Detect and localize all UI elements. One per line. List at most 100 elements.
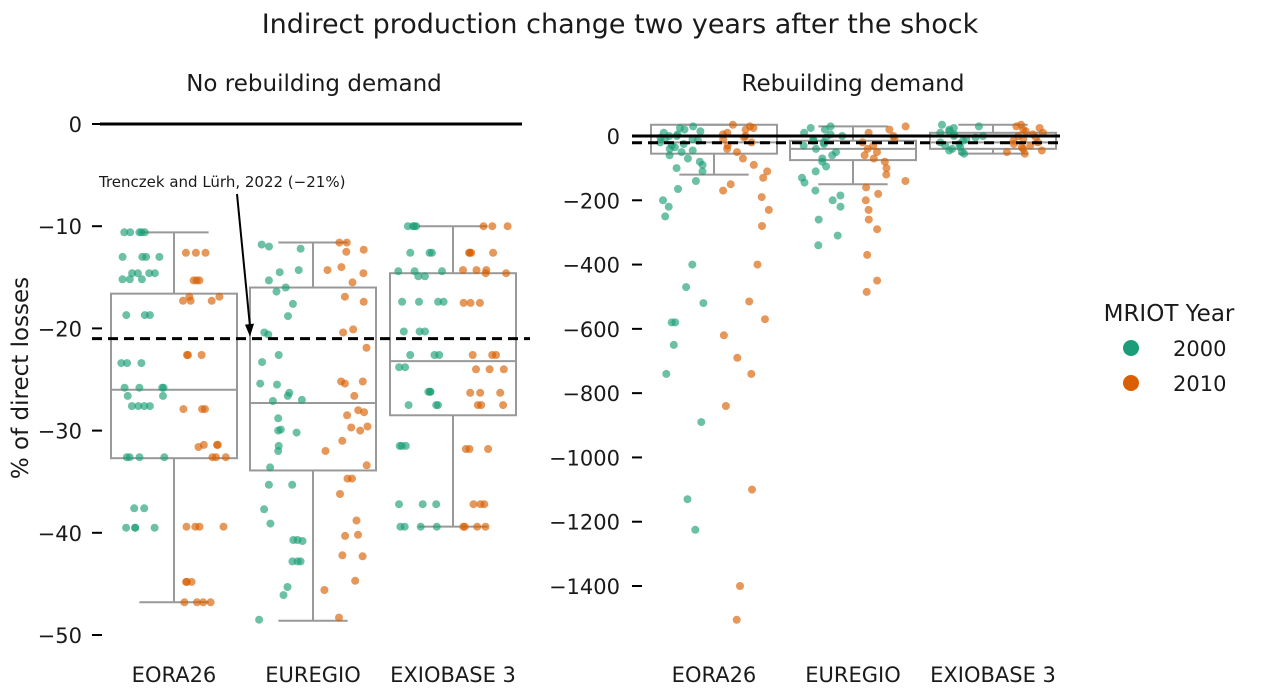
data-point-2000 <box>674 185 682 193</box>
data-point-2000 <box>125 275 134 284</box>
data-point-2000 <box>266 463 275 472</box>
panel-title-left: No rebuilding demand <box>186 71 442 97</box>
data-point-2010 <box>738 154 747 163</box>
data-point-2000 <box>828 196 837 205</box>
data-point-2000 <box>398 297 407 306</box>
annotation-arrow-head <box>245 323 254 337</box>
x-tick-label: EXIOBASE 3 <box>390 663 516 687</box>
data-point-2010 <box>723 144 732 153</box>
y-tick-label: −10 <box>38 215 82 239</box>
data-point-2010 <box>758 222 766 230</box>
data-point-2000 <box>298 537 307 545</box>
data-point-2000 <box>279 591 288 600</box>
data-point-2000 <box>396 522 405 531</box>
data-point-2010 <box>342 238 351 247</box>
data-point-2010 <box>340 292 349 301</box>
y-tick-label: −1000 <box>549 446 620 470</box>
data-point-2010 <box>182 577 191 586</box>
data-point-2000 <box>683 154 692 163</box>
data-point-2000 <box>974 122 983 131</box>
box-iqr <box>110 292 238 460</box>
data-point-2000 <box>288 557 297 566</box>
data-point-2010 <box>186 296 195 305</box>
data-point-2000 <box>812 144 820 153</box>
data-point-2000 <box>275 268 284 277</box>
data-point-2000 <box>420 272 429 281</box>
data-point-2010 <box>472 365 480 374</box>
data-point-2000 <box>677 148 686 157</box>
x-tick-label: EUREGIO <box>805 663 901 687</box>
data-point-2010 <box>360 408 369 417</box>
data-point-2000 <box>822 162 831 171</box>
box-iqr <box>389 272 517 417</box>
data-point-2010 <box>359 245 368 254</box>
data-point-2000 <box>689 122 698 131</box>
data-point-2010 <box>339 328 348 337</box>
y-tick-label: 0 <box>69 113 82 137</box>
data-point-2010 <box>359 297 368 306</box>
data-point-2010 <box>213 440 221 449</box>
data-point-2000 <box>128 269 137 278</box>
data-point-2000 <box>395 500 403 509</box>
data-point-2010 <box>719 331 728 340</box>
data-point-2010 <box>341 531 350 540</box>
data-point-2000 <box>292 428 301 437</box>
data-point-2000 <box>150 523 159 532</box>
data-point-2010 <box>348 474 356 483</box>
data-point-2010 <box>182 522 191 531</box>
data-point-2010 <box>499 401 508 410</box>
data-point-2010 <box>192 276 201 285</box>
data-point-2010 <box>195 522 204 531</box>
data-point-2000 <box>288 299 297 308</box>
data-point-2010 <box>741 125 750 134</box>
data-point-2000 <box>680 125 689 134</box>
data-point-2000 <box>120 228 129 237</box>
data-point-2000 <box>123 391 132 400</box>
y-tick-label: −1400 <box>549 575 620 599</box>
data-point-2000 <box>412 222 421 231</box>
data-point-2010 <box>1021 127 1030 136</box>
data-point-2000 <box>811 167 820 176</box>
data-point-2000 <box>260 505 269 514</box>
data-point-2000 <box>414 272 423 281</box>
data-point-2010 <box>179 405 188 414</box>
data-point-2010 <box>1009 140 1018 148</box>
data-point-2010 <box>864 205 873 214</box>
data-point-2000 <box>800 178 809 187</box>
data-point-2000 <box>140 504 149 513</box>
panel-no-rebuilding: No rebuilding demand % of direct losses … <box>8 71 530 687</box>
data-point-2000 <box>117 359 126 368</box>
annotation-arrow-shaft <box>236 193 251 327</box>
data-point-2000 <box>403 222 412 231</box>
data-point-2010 <box>492 351 500 359</box>
y-tick-label: 0 <box>607 125 620 149</box>
data-point-2010 <box>496 388 505 397</box>
data-point-2010 <box>348 278 357 287</box>
data-point-2010 <box>481 522 490 531</box>
legend-title: MRIOT Year <box>1104 301 1235 327</box>
y-tick-label: −30 <box>38 420 82 444</box>
data-point-2010 <box>749 124 758 132</box>
data-point-2000 <box>432 401 441 410</box>
data-point-2000 <box>432 522 441 531</box>
y-tick-label: −600 <box>562 318 620 342</box>
data-point-2000 <box>135 453 144 462</box>
data-point-2000 <box>811 186 820 195</box>
data-point-2010 <box>197 351 206 359</box>
data-point-2010 <box>473 522 482 531</box>
data-point-2010 <box>180 598 189 607</box>
data-point-2010 <box>759 173 768 182</box>
data-point-2000 <box>122 311 131 320</box>
data-point-2000 <box>145 402 154 411</box>
data-point-2010 <box>351 576 360 585</box>
x-tick-label: EORA26 <box>672 663 757 687</box>
data-point-2010 <box>728 120 737 129</box>
data-point-2010 <box>479 222 488 231</box>
data-point-2000 <box>133 269 142 278</box>
legend: MRIOT Year 2000 2010 <box>1104 301 1235 396</box>
data-point-2010 <box>764 205 773 214</box>
data-point-2000 <box>427 248 436 257</box>
data-point-2010 <box>187 577 196 586</box>
data-point-2010 <box>460 522 469 531</box>
data-point-2010 <box>198 405 207 414</box>
